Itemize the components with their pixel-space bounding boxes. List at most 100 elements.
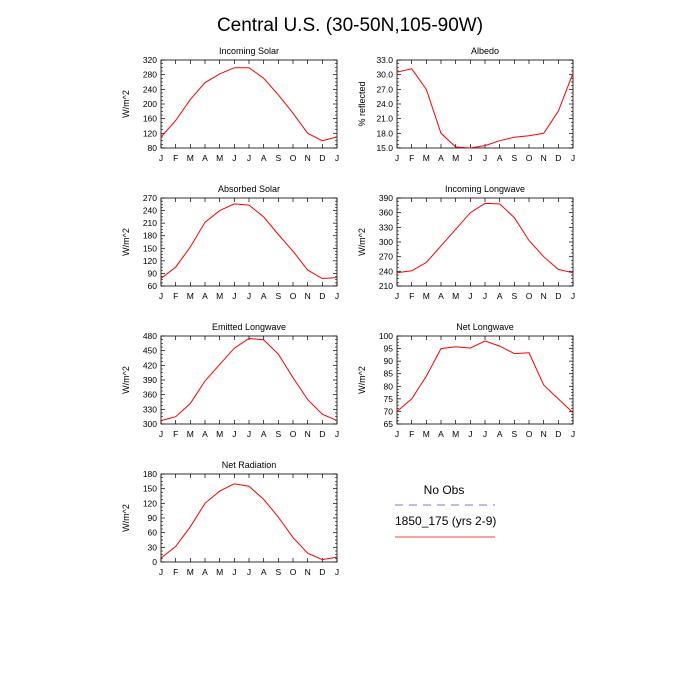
x-tick-label: S (275, 153, 281, 163)
series-line (160, 483, 338, 561)
y-tick-label: 90 (148, 268, 158, 278)
x-tick-label: J (571, 291, 575, 301)
panel-title: Absorbed Solar (218, 184, 280, 194)
y-tick-label: 100 (379, 331, 393, 341)
x-tick-label: J (468, 429, 472, 439)
x-tick-label: M (187, 291, 194, 301)
series-line (160, 337, 338, 422)
panel-title: Albedo (471, 46, 499, 56)
y-tick-label: 210 (379, 281, 393, 291)
x-tick-label: A (261, 429, 267, 439)
y-axis-label: W/m^2 (121, 366, 131, 394)
y-axis-label: % reflected (357, 81, 367, 126)
x-tick-label: A (497, 291, 503, 301)
x-tick-label: D (319, 567, 325, 577)
y-tick-label: 210 (143, 218, 157, 228)
x-tick-label: J (395, 429, 399, 439)
y-tick-label: 480 (143, 331, 157, 341)
y-tick-label: 330 (143, 404, 157, 414)
x-tick-label: J (247, 153, 251, 163)
y-tick-label: 320 (143, 55, 157, 65)
x-tick-label: J (247, 567, 251, 577)
y-tick-label: 90 (384, 356, 394, 366)
y-tick-label: 360 (379, 208, 393, 218)
y-tick-label: 120 (143, 256, 157, 266)
x-tick-label: J (571, 429, 575, 439)
x-tick-label: M (452, 429, 459, 439)
x-tick-label: J (159, 153, 163, 163)
y-tick-label: 24.0 (376, 99, 393, 109)
y-axis-label: W/m^2 (357, 366, 367, 394)
x-tick-label: A (438, 291, 444, 301)
panel-title: Emitted Longwave (212, 322, 286, 332)
x-tick-label: F (173, 153, 178, 163)
y-tick-label: 300 (143, 419, 157, 429)
x-tick-label: D (319, 291, 325, 301)
y-tick-label: 300 (379, 237, 393, 247)
y-axis-label: W/m^2 (357, 228, 367, 256)
plot-frame (160, 335, 338, 425)
x-tick-label: S (511, 153, 517, 163)
panel-title: Net Longwave (456, 322, 514, 332)
y-tick-label: 80 (148, 143, 158, 153)
y-tick-label: 120 (143, 498, 157, 508)
x-tick-label: S (275, 291, 281, 301)
series-line (396, 202, 574, 274)
x-tick-label: D (555, 291, 561, 301)
x-tick-label: M (216, 429, 223, 439)
y-tick-label: 120 (143, 128, 157, 138)
x-tick-label: F (409, 153, 414, 163)
series-line (160, 67, 338, 142)
x-tick-label: S (511, 429, 517, 439)
x-tick-label: J (335, 291, 339, 301)
y-tick-label: 270 (143, 193, 157, 203)
x-tick-label: N (541, 291, 547, 301)
y-tick-label: 330 (379, 222, 393, 232)
y-tick-label: 70 (384, 406, 394, 416)
x-tick-label: J (232, 153, 236, 163)
y-tick-label: 450 (143, 346, 157, 356)
y-tick-label: 360 (143, 390, 157, 400)
x-tick-label: M (452, 153, 459, 163)
y-tick-label: 65 (384, 419, 394, 429)
panel-title: Incoming Longwave (445, 184, 525, 194)
x-tick-label: N (541, 429, 547, 439)
y-tick-label: 150 (143, 484, 157, 494)
x-tick-label: F (409, 429, 414, 439)
y-tick-label: 15.0 (376, 143, 393, 153)
x-tick-label: N (541, 153, 547, 163)
y-tick-label: 60 (148, 528, 158, 538)
x-tick-label: J (335, 153, 339, 163)
y-tick-label: 27.0 (376, 84, 393, 94)
x-tick-label: J (232, 567, 236, 577)
y-tick-label: 160 (143, 114, 157, 124)
y-tick-label: 21.0 (376, 114, 393, 124)
x-tick-label: A (261, 291, 267, 301)
y-tick-label: 95 (384, 344, 394, 354)
x-tick-label: N (305, 429, 311, 439)
x-tick-label: M (216, 291, 223, 301)
y-tick-label: 90 (148, 513, 158, 523)
x-tick-label: M (187, 567, 194, 577)
y-tick-label: 180 (143, 231, 157, 241)
y-tick-label: 270 (379, 252, 393, 262)
x-tick-label: O (290, 429, 297, 439)
x-tick-label: J (483, 291, 487, 301)
series-line (160, 203, 338, 280)
series-line (396, 68, 574, 149)
series-line (396, 340, 574, 414)
x-tick-label: J (483, 429, 487, 439)
x-tick-label: S (275, 429, 281, 439)
y-tick-label: 180 (143, 469, 157, 479)
x-tick-label: M (216, 567, 223, 577)
legend-label-model: 1850_175 (yrs 2-9) (395, 514, 496, 528)
y-tick-label: 0 (152, 557, 157, 567)
x-tick-label: S (511, 291, 517, 301)
x-tick-label: M (452, 291, 459, 301)
y-tick-label: 60 (148, 281, 158, 291)
x-tick-label: A (202, 291, 208, 301)
